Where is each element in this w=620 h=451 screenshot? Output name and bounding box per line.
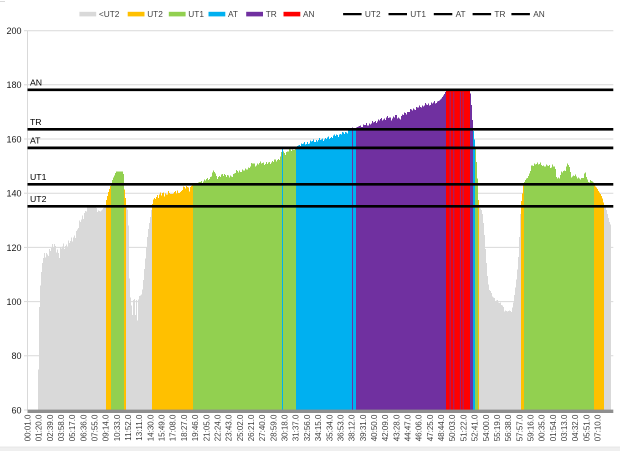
svg-text:38:12.0: 38:12.0	[348, 414, 357, 441]
svg-text:40:50.0: 40:50.0	[370, 414, 379, 441]
svg-text:180: 180	[6, 80, 21, 90]
svg-text:56:38.0: 56:38.0	[504, 414, 513, 441]
svg-text:44:47.0: 44:47.0	[404, 414, 413, 441]
svg-text:04:32.0: 04:32.0	[571, 414, 580, 441]
svg-text:07:10.0: 07:10.0	[594, 414, 603, 441]
svg-text:18:27.0: 18:27.0	[180, 414, 189, 441]
svg-text:11:52.0: 11:52.0	[124, 414, 133, 441]
svg-text:03:13.0: 03:13.0	[560, 414, 569, 441]
svg-text:UT1: UT1	[188, 9, 204, 19]
svg-text:52:41.0: 52:41.0	[471, 414, 480, 441]
svg-text:26:21.0: 26:21.0	[247, 414, 256, 441]
svg-text:01:54.0: 01:54.0	[549, 414, 558, 441]
svg-text:05:51.0: 05:51.0	[582, 414, 591, 441]
svg-text:60: 60	[11, 405, 21, 415]
svg-text:47:25.0: 47:25.0	[426, 414, 435, 441]
svg-text:AN: AN	[303, 9, 315, 19]
svg-text:31:37.0: 31:37.0	[292, 414, 301, 441]
svg-text:UT1: UT1	[410, 9, 426, 19]
svg-text:13:11.0: 13:11.0	[135, 414, 144, 441]
svg-text:25:02.0: 25:02.0	[236, 414, 245, 441]
svg-text:10:33.0: 10:33.0	[113, 414, 122, 441]
svg-text:AN: AN	[30, 78, 42, 88]
svg-text:51:22.0: 51:22.0	[459, 414, 468, 441]
svg-text:21:05.0: 21:05.0	[202, 414, 211, 441]
svg-text:<UT2: <UT2	[99, 9, 120, 19]
svg-text:06:36.0: 06:36.0	[79, 414, 88, 441]
svg-text:UT2: UT2	[147, 9, 163, 19]
svg-text:59:16.0: 59:16.0	[527, 414, 536, 441]
svg-text:120: 120	[6, 243, 21, 253]
svg-text:55:19.0: 55:19.0	[493, 414, 502, 441]
svg-text:UT2: UT2	[365, 9, 381, 19]
svg-text:AT: AT	[228, 9, 238, 19]
svg-text:TR: TR	[266, 9, 277, 19]
svg-text:19:46.0: 19:46.0	[191, 414, 200, 441]
svg-text:200: 200	[6, 26, 21, 36]
svg-text:28:59.0: 28:59.0	[269, 414, 278, 441]
svg-text:TR: TR	[494, 9, 505, 19]
svg-text:54:00.0: 54:00.0	[482, 414, 491, 441]
svg-text:100: 100	[6, 297, 21, 307]
svg-text:50:03.0: 50:03.0	[448, 414, 457, 441]
svg-text:01:20.0: 01:20.0	[35, 414, 44, 441]
svg-text:14:30.0: 14:30.0	[146, 414, 155, 441]
svg-text:09:14.0: 09:14.0	[102, 414, 111, 441]
svg-text:23:43.0: 23:43.0	[225, 414, 234, 441]
svg-text:36:53.0: 36:53.0	[336, 414, 345, 441]
svg-text:46:06.0: 46:06.0	[415, 414, 424, 441]
svg-text:UT1: UT1	[30, 172, 47, 182]
svg-text:17:08.0: 17:08.0	[169, 414, 178, 441]
svg-text:35:34.0: 35:34.0	[325, 414, 334, 441]
svg-text:32:56.0: 32:56.0	[303, 414, 312, 441]
svg-text:140: 140	[6, 189, 21, 199]
svg-text:AN: AN	[533, 9, 545, 19]
svg-text:15:49.0: 15:49.0	[158, 414, 167, 441]
svg-text:80: 80	[11, 351, 21, 361]
svg-text:22:24.0: 22:24.0	[214, 414, 223, 441]
svg-text:160: 160	[6, 134, 21, 144]
svg-text:00:35.0: 00:35.0	[538, 414, 547, 441]
svg-text:34:15.0: 34:15.0	[314, 414, 323, 441]
svg-text:42:09.0: 42:09.0	[381, 414, 390, 441]
svg-text:05:17.0: 05:17.0	[68, 414, 77, 441]
svg-text:UT2: UT2	[30, 194, 47, 204]
svg-text:TR: TR	[30, 117, 42, 127]
svg-text:30:18.0: 30:18.0	[281, 414, 290, 441]
svg-text:07:55.0: 07:55.0	[91, 414, 100, 441]
svg-text:57:57.0: 57:57.0	[515, 414, 524, 441]
svg-text:27:40.0: 27:40.0	[258, 414, 267, 441]
svg-text:48:44.0: 48:44.0	[437, 414, 446, 441]
svg-text:00:01.0: 00:01.0	[23, 414, 32, 441]
svg-text:39:31.0: 39:31.0	[359, 414, 368, 441]
svg-text:02:39.0: 02:39.0	[46, 414, 55, 441]
svg-text:43:28.0: 43:28.0	[392, 414, 401, 441]
svg-text:AT: AT	[30, 136, 41, 146]
svg-text:AT: AT	[456, 9, 466, 19]
svg-text:03:58.0: 03:58.0	[57, 414, 66, 441]
